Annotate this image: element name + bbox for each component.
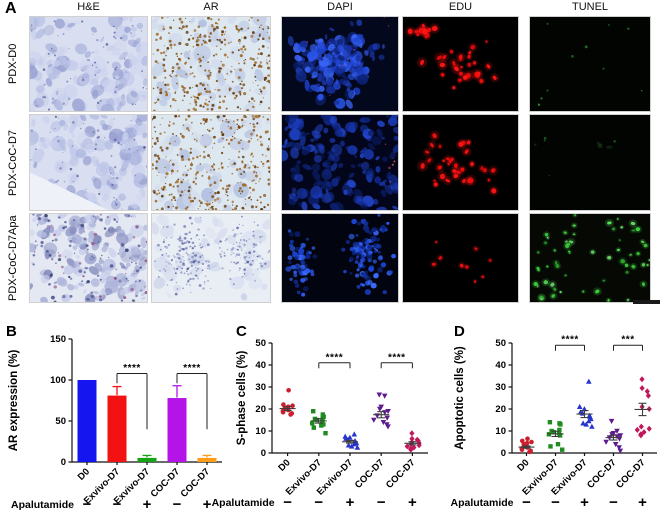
svg-text:+: + <box>638 494 647 511</box>
svg-text:−: − <box>522 494 531 511</box>
column-header-dapi: DAPI <box>327 1 353 13</box>
svg-text:COC-D7: COC-D7 <box>353 457 387 491</box>
micrograph-pdx-coc-d7apa-ar <box>151 213 271 303</box>
micrograph-pdx-d0-edu <box>402 16 519 112</box>
svg-text:COC-D7: COC-D7 <box>384 457 418 491</box>
svg-text:−: − <box>173 496 182 513</box>
svg-text:+: + <box>346 494 355 511</box>
column-header-tunel: TUNEL <box>571 1 609 13</box>
micrograph-pdx-coc-d7apa-dapi <box>281 213 399 303</box>
svg-text:D0: D0 <box>76 466 92 482</box>
svg-text:30: 30 <box>495 382 506 393</box>
svg-text:D0: D0 <box>515 457 531 473</box>
column-header-ar: AR <box>203 1 219 13</box>
svg-text:COC-D7: COC-D7 <box>149 466 183 500</box>
panel-a-label: A <box>5 0 17 17</box>
svg-text:S-phase cells (%): S-phase cells (%) <box>236 351 248 446</box>
micrograph-pdx-coc-d7-edu <box>402 114 519 211</box>
svg-text:10: 10 <box>255 426 266 437</box>
svg-text:C: C <box>236 323 247 340</box>
micrograph-pdx-coc-d7apa-he <box>29 213 148 303</box>
micrograph-pdx-coc-d7-ar <box>151 114 271 211</box>
svg-text:+: + <box>408 494 417 511</box>
svg-text:****: **** <box>388 352 406 363</box>
svg-text:100: 100 <box>50 375 66 386</box>
column-header-he: H&E <box>77 1 100 13</box>
column-header-edu: EDU <box>448 1 473 13</box>
micrograph-pdx-d0-ar <box>151 16 271 112</box>
svg-text:****: **** <box>326 352 344 363</box>
micrograph-pdx-coc-d7-tunel <box>529 114 651 211</box>
svg-text:+: + <box>143 496 152 513</box>
svg-text:AR expression (%): AR expression (%) <box>8 350 20 452</box>
svg-text:Apalutamide: Apalutamide <box>11 499 74 511</box>
svg-text:COC-D7: COC-D7 <box>614 457 648 491</box>
svg-text:−: − <box>551 494 560 511</box>
svg-text:***: *** <box>621 335 634 346</box>
svg-text:D0: D0 <box>276 457 292 473</box>
svg-text:****: **** <box>183 363 201 374</box>
svg-text:50: 50 <box>495 338 506 349</box>
svg-text:40: 40 <box>495 360 506 371</box>
row-label-pdx-d0: PDX-D0 <box>7 43 19 85</box>
svg-text:40: 40 <box>255 360 266 371</box>
svg-text:−: − <box>113 496 122 513</box>
svg-text:20: 20 <box>255 404 266 415</box>
svg-text:0: 0 <box>261 448 266 459</box>
svg-text:Apalutamide: Apalutamide <box>450 497 513 509</box>
micrograph-pdx-coc-d7apa-tunel <box>529 213 651 303</box>
svg-text:150: 150 <box>50 334 66 345</box>
svg-text:B: B <box>6 323 17 340</box>
micrograph-grid <box>29 16 651 303</box>
micrograph-pdx-coc-d7-he <box>29 114 148 211</box>
svg-text:−: − <box>609 494 618 511</box>
svg-text:50: 50 <box>55 416 66 427</box>
micrograph-pdx-d0-dapi <box>281 16 399 112</box>
scale-bar <box>633 300 660 304</box>
svg-text:COC-D7: COC-D7 <box>179 466 213 500</box>
svg-text:−: − <box>83 496 92 513</box>
svg-text:D: D <box>454 323 465 340</box>
row-label-pdx-coc-d7: PDX-CoC-D7 <box>7 129 19 196</box>
svg-text:+: + <box>203 496 212 513</box>
micrograph-pdx-d0-tunel <box>529 16 651 112</box>
svg-text:10: 10 <box>495 426 506 437</box>
svg-text:****: **** <box>561 335 579 346</box>
svg-text:0: 0 <box>61 457 66 468</box>
micrograph-pdx-d0-he <box>29 16 148 112</box>
svg-text:COC-D7: COC-D7 <box>585 457 619 491</box>
svg-text:−: − <box>283 494 292 511</box>
svg-text:20: 20 <box>495 404 506 415</box>
micrograph-pdx-coc-d7-dapi <box>281 114 399 211</box>
row-label-pdx-coc-d7apa: PDX-CoC-D7Apa <box>7 215 19 301</box>
svg-text:Apoptotic cells (%): Apoptotic cells (%) <box>454 346 466 450</box>
svg-text:50: 50 <box>255 338 266 349</box>
micrograph-pdx-coc-d7apa-edu <box>402 213 519 303</box>
svg-text:30: 30 <box>255 382 266 393</box>
svg-text:0: 0 <box>501 448 506 459</box>
svg-text:−: − <box>377 494 386 511</box>
svg-text:****: **** <box>123 363 141 374</box>
svg-text:−: − <box>314 494 323 511</box>
svg-text:Apalutamide: Apalutamide <box>212 497 275 509</box>
svg-text:+: + <box>580 494 589 511</box>
